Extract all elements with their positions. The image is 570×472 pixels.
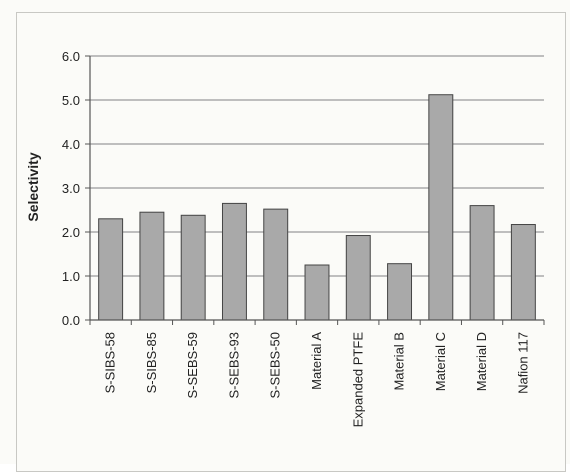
y-tick-label: 4.0 (62, 137, 80, 152)
bar (180, 214, 206, 321)
x-tick-label: S-SEBS-59 (185, 332, 200, 398)
x-tick-label: S-SIBS-58 (103, 332, 118, 393)
bar (304, 264, 330, 321)
x-tick-label: S-SIBS-85 (144, 332, 159, 393)
x-tick-label: S-SEBS-93 (226, 332, 241, 398)
x-tick-label: Material C (433, 332, 448, 391)
x-tick-label: Nafion 117 (515, 332, 530, 394)
y-tick-label: 6.0 (62, 49, 80, 64)
y-tick-label: 5.0 (62, 93, 80, 108)
bar (98, 218, 124, 321)
bar (139, 211, 165, 321)
x-tick-label: Material A (309, 332, 324, 390)
x-tick-label: Material B (392, 332, 407, 391)
x-tick-label: S-SEBS-50 (268, 332, 283, 398)
bar (221, 202, 247, 321)
y-tick-label: 0.0 (62, 313, 80, 328)
bar (510, 224, 536, 321)
y-tick-label: 3.0 (62, 181, 80, 196)
bar (428, 94, 454, 321)
x-tick-label: Expanded PTFE (350, 332, 365, 428)
bar (345, 235, 371, 321)
bar (263, 208, 289, 321)
y-tick-label: 2.0 (62, 225, 80, 240)
y-tick-label: 1.0 (62, 269, 80, 284)
bar (387, 263, 413, 321)
x-tick-label: Material D (474, 332, 489, 391)
y-axis-label: Selectivity (25, 152, 41, 221)
bar (469, 205, 495, 321)
